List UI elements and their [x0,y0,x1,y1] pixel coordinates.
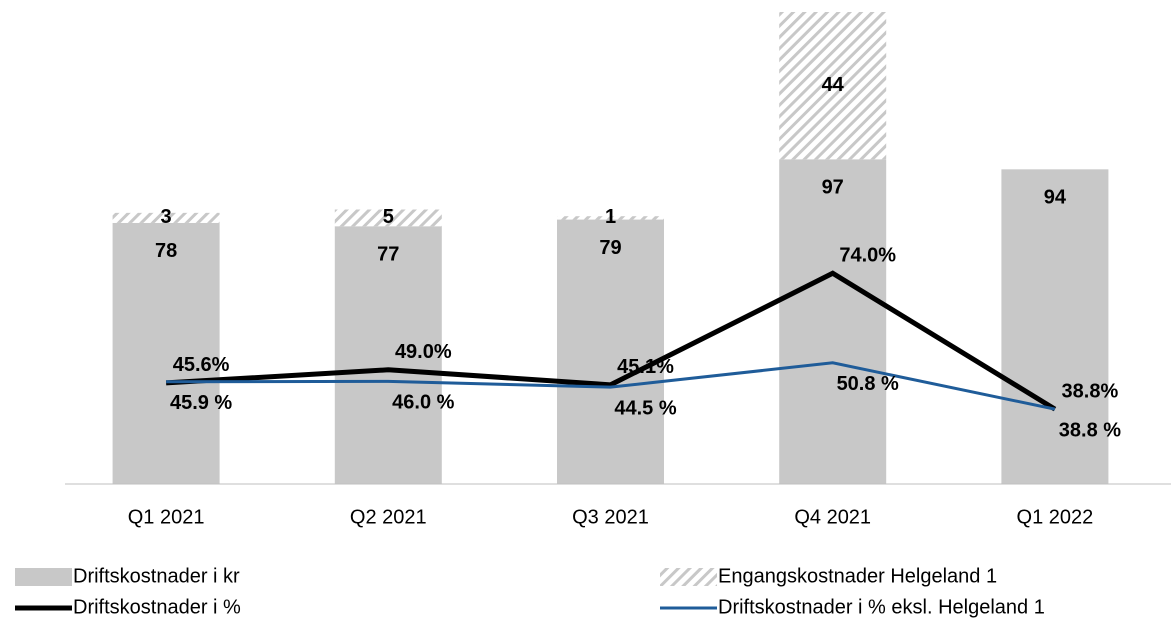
line-value-label: 74.0% [839,245,896,267]
x-tick-label: Q4 2021 [794,506,871,528]
bar [557,216,664,220]
bar-value-label: 94 [1044,187,1067,209]
bar [779,159,887,485]
legend-swatch [660,568,717,586]
bar [112,222,220,484]
bar [112,212,220,223]
line-value-label: 45.1% [617,356,674,378]
bar [779,12,887,160]
line-value-label: 45.6% [173,354,230,376]
line [165,270,1057,412]
x-tick-label: Q3 2021 [572,506,649,528]
legend-label: Driftskostnader i % [73,596,241,618]
bar-value-label: 44 [822,74,845,96]
line-value-label: 38.8 % [1059,419,1121,441]
line-value-label: 44.5 % [614,397,676,419]
line-value-label: 38.8% [1062,380,1119,402]
bar-value-label: 1 [605,206,616,228]
bar-value-label: 77 [377,244,399,266]
bar-value-label: 79 [599,237,621,259]
line [166,361,1056,411]
bar [334,226,442,484]
x-tick-label: Q2 2021 [350,506,427,528]
legend-swatch [15,568,72,586]
bar [334,209,442,227]
bar-value-label: 5 [383,206,394,228]
legend-label: Driftskostnader i % eksl. Helgeland 1 [718,596,1045,618]
legend-label: Driftskostnader i kr [73,565,240,587]
legend-label: Engangskostnader Helgeland 1 [718,565,997,587]
bar-value-label: 78 [155,240,177,262]
line-value-label: 46.0 % [392,392,454,414]
x-tick-label: Q1 2022 [1017,506,1094,528]
bar [1001,169,1109,485]
line-value-label: 49.0% [395,341,452,363]
line-value-label: 50.8 % [837,373,899,395]
bar [557,219,664,485]
x-tick-label: Q1 2021 [128,506,205,528]
line-value-label: 45.9 % [170,392,232,414]
bar-value-label: 97 [822,177,844,199]
bar-value-label: 3 [161,206,172,228]
